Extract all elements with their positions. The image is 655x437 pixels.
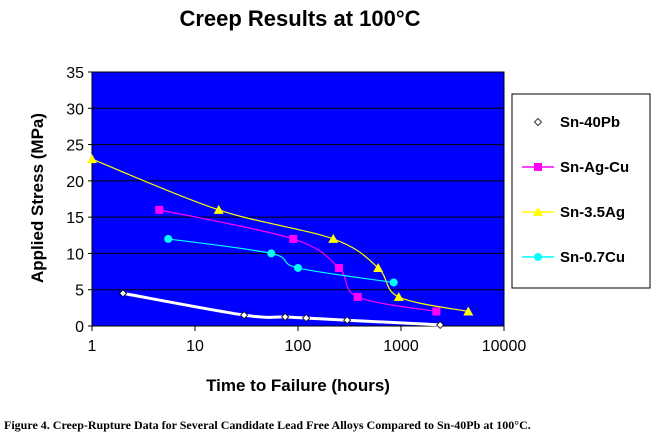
legend: Sn-40Pb Sn-Ag-Cu Sn-3.5Ag Sn-0.7Cu (511, 93, 651, 289)
data-point (302, 313, 311, 323)
data-point (343, 316, 352, 325)
legend-label: Sn-0.7Cu (560, 249, 625, 266)
plot-area (91, 71, 505, 327)
data-point (389, 278, 398, 287)
data-point (240, 311, 249, 320)
legend-label: Sn-3.5Ag (560, 204, 625, 221)
data-point (334, 263, 343, 272)
x-tick-label: 10000 (482, 338, 527, 355)
data-point (436, 320, 445, 329)
x-tick-label: 100 (285, 338, 312, 355)
y-tick-label: 10 (66, 246, 84, 263)
figure-caption: Figure 4. Creep-Rupture Data for Several… (4, 418, 531, 432)
data-point (432, 307, 441, 316)
series-sn-0-7cu (164, 234, 398, 287)
y-tick-label: 25 (66, 138, 84, 155)
x-tick-label: 10 (186, 338, 204, 355)
y-tick-label: 0 (75, 319, 84, 336)
data-point (373, 262, 384, 272)
legend-label: Sn-40Pb (560, 114, 620, 131)
data-point (281, 312, 290, 321)
y-tick-label: 15 (66, 210, 84, 227)
series-sn-ag-cu (155, 205, 441, 316)
legend-label: Sn-Ag-Cu (560, 159, 629, 176)
series-line (168, 238, 394, 284)
data-point (328, 233, 339, 243)
x-tick-label: 1000 (383, 338, 419, 355)
y-tick-label: 35 (66, 65, 84, 82)
data-point (164, 234, 173, 243)
data-point (393, 291, 404, 301)
legend-marker (533, 117, 543, 127)
series-sn-40pb (118, 289, 445, 329)
data-point (289, 234, 298, 243)
data-point (118, 289, 128, 298)
y-axis-label: Applied Stress (MPa) (28, 113, 47, 283)
legend-marker (533, 207, 543, 216)
data-point (267, 249, 276, 258)
x-axis-label: Time to Failure (hours) (206, 376, 390, 395)
data-point (155, 205, 164, 214)
data-point (213, 204, 224, 214)
legend-marker (534, 163, 542, 171)
data-point (87, 154, 97, 164)
y-tick-label: 20 (66, 174, 84, 191)
y-tick-label: 5 (75, 283, 84, 300)
data-point (353, 292, 362, 301)
x-tick-label: 1 (88, 338, 97, 355)
y-tick-label: 30 (66, 101, 84, 118)
series-line (122, 291, 441, 327)
data-point (294, 263, 302, 272)
data-point (463, 306, 474, 316)
series-sn-3-5ag (87, 154, 474, 316)
legend-marker (534, 253, 542, 261)
chart-title: Creep Results at 100°C (179, 6, 420, 31)
